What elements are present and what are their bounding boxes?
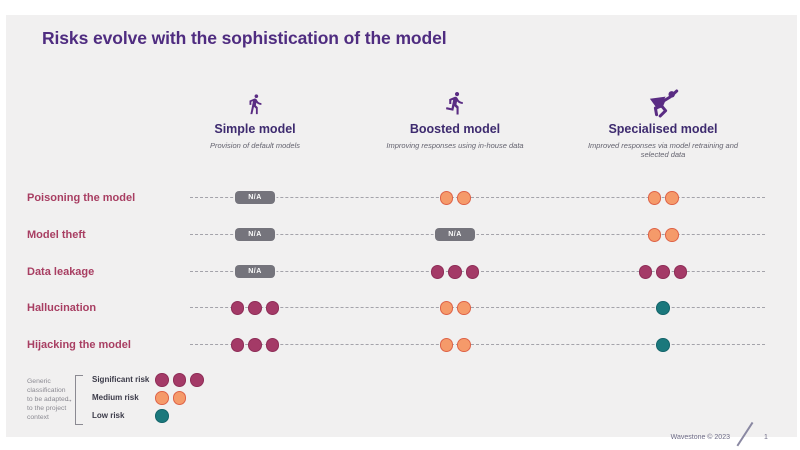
risk-row: Hallucination <box>6 299 797 317</box>
risk-dash-line <box>190 307 765 308</box>
footer-slash-icon <box>736 421 754 447</box>
risk-dash-line <box>190 197 765 198</box>
legend-dot <box>155 373 169 387</box>
risk-dot <box>665 191 679 205</box>
risk-row: Data leakage N/A <box>6 263 797 281</box>
risk-dot <box>465 265 480 279</box>
risk-dots <box>439 301 471 315</box>
column-header: Specialised model Improved responses via … <box>553 84 773 159</box>
risk-dots <box>230 301 280 315</box>
risk-dot <box>265 338 280 352</box>
risk-dots <box>656 301 670 315</box>
risk-row-label: Hallucination <box>27 302 97 314</box>
legend-note: Generic classification to be adapted to the… <box>27 377 77 422</box>
risk-row-label: Model theft <box>27 229 86 241</box>
risk-dot <box>248 301 262 315</box>
legend-item: Significant risk <box>92 371 312 389</box>
risk-row-label: Poisoning the model <box>27 192 136 204</box>
risk-dot <box>647 191 661 205</box>
risk-dot <box>265 301 280 315</box>
column-title: Simple model <box>214 122 296 136</box>
risk-dot <box>439 191 453 205</box>
risk-dot <box>457 301 471 315</box>
risk-dots <box>647 228 679 242</box>
legend-dot <box>172 373 186 387</box>
risk-row-label: Hijacking the model <box>27 339 131 351</box>
legend-dot <box>155 391 169 405</box>
na-badge: N/A <box>235 191 275 204</box>
footer-page-number: 1 <box>764 434 768 441</box>
column-description: Provision of default models <box>209 141 301 150</box>
risk-dot <box>439 301 453 315</box>
risk-dots <box>638 265 688 279</box>
risk-dots <box>439 191 471 205</box>
risk-dots <box>430 265 480 279</box>
na-badge: N/A <box>435 228 475 241</box>
risk-dots <box>439 338 471 352</box>
risk-dot <box>656 301 670 315</box>
legend-dots <box>155 391 186 405</box>
risk-dot <box>430 265 445 279</box>
risk-row: Hijacking the model <box>6 336 797 354</box>
risk-dot <box>448 265 462 279</box>
risk-dot <box>439 338 453 352</box>
column-description: Improving responses using in-house data <box>386 141 524 150</box>
legend-note-line: classification <box>27 387 66 394</box>
na-badge: N/A <box>235 265 275 278</box>
risk-dots <box>656 338 670 352</box>
slide-background: Risks evolve with the sophistication of … <box>6 15 797 447</box>
legend-item-label: Low risk <box>92 411 125 420</box>
column-title: Specialised model <box>608 122 718 136</box>
risk-row: Poisoning the model N/A <box>6 189 797 207</box>
risk-dots <box>647 191 679 205</box>
walking-person-icon <box>145 84 365 119</box>
legend-item: Medium risk <box>92 389 312 407</box>
legend-note-line: context <box>27 414 49 421</box>
risk-dot <box>673 265 688 279</box>
legend-item-label: Medium risk <box>92 393 139 402</box>
risk-dot <box>656 338 670 352</box>
column-description: Improved responses via model retraining … <box>587 141 739 159</box>
legend-bracket <box>75 375 83 425</box>
legend-dot <box>190 373 204 387</box>
legend-item: Low risk <box>92 407 312 425</box>
legend-note-line: to the project <box>27 405 67 412</box>
risk-row-label: Data leakage <box>27 266 95 278</box>
risk-dot <box>638 265 653 279</box>
footer-copyright: Wavestone © 2023 <box>670 434 730 441</box>
risk-dot <box>656 265 670 279</box>
risk-dots <box>230 338 280 352</box>
legend-dots <box>155 409 169 423</box>
legend-item-label: Significant risk <box>92 375 150 384</box>
legend-dot <box>172 391 186 405</box>
column-header: Simple model Provision of default models <box>145 84 365 150</box>
running-person-icon <box>345 84 565 119</box>
column-header: Boosted model Improving responses using i… <box>345 84 565 150</box>
legend-note-line: Generic <box>27 378 51 385</box>
risk-dash-line <box>190 344 765 345</box>
risk-dot <box>647 228 661 242</box>
risk-dot <box>230 301 245 315</box>
legend-note-line: to be adapted <box>27 396 69 403</box>
risk-dot <box>230 338 245 352</box>
column-title: Boosted model <box>409 122 501 136</box>
risk-dash-line <box>190 234 765 235</box>
na-badge: N/A <box>235 228 275 241</box>
superhero-icon <box>553 84 773 119</box>
risk-dot <box>457 191 471 205</box>
legend-arrow-icon: → <box>64 394 73 404</box>
risk-dot <box>665 228 679 242</box>
slide-title: Risks evolve with the sophistication of … <box>42 28 447 48</box>
risk-dot <box>248 338 262 352</box>
risk-dot <box>457 338 471 352</box>
legend-dots <box>155 373 204 387</box>
risk-row: Model theft N/A N/A <box>6 226 797 244</box>
legend-dot <box>155 409 169 423</box>
